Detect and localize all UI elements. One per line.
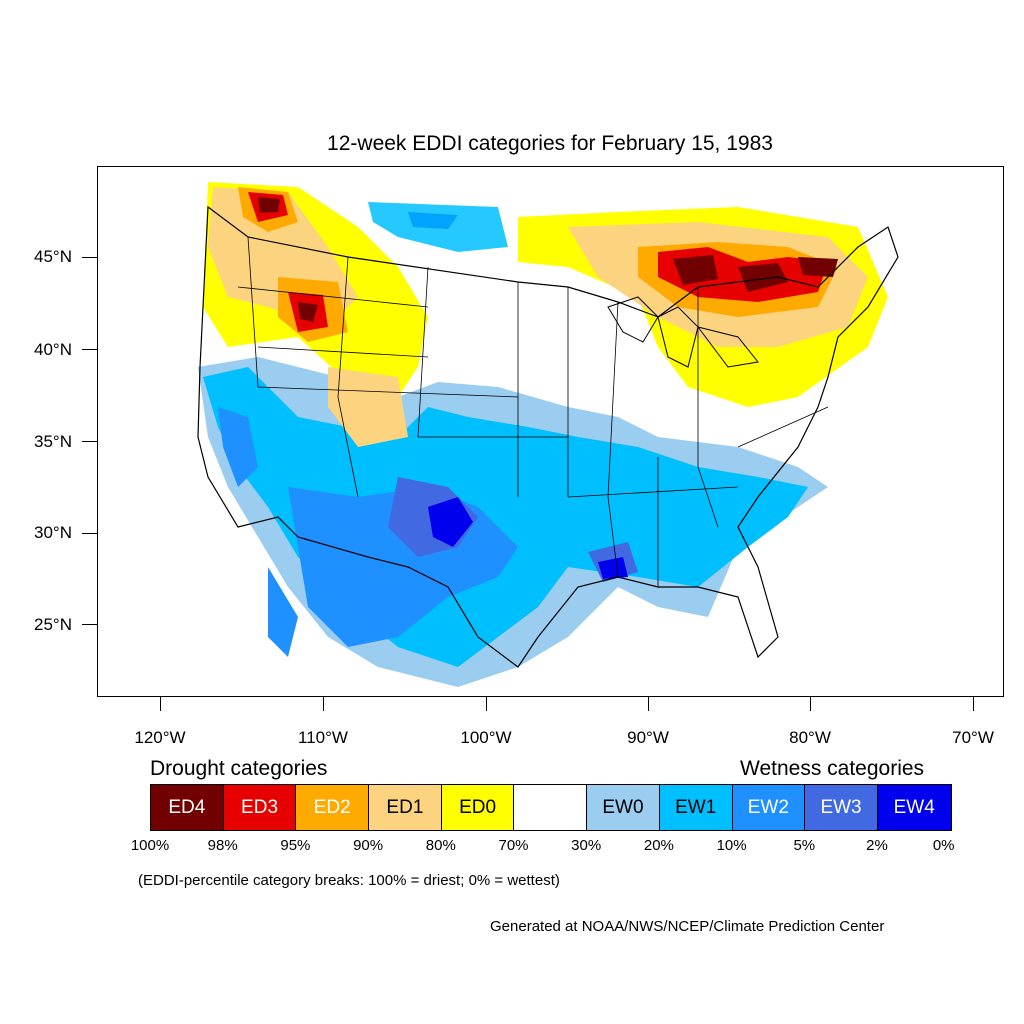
wetness-heading: Wetness categories [740,757,925,780]
lat-label: 45°N [34,247,72,266]
legend-break-label: 70% [498,837,529,854]
legend-break-label: 95% [280,837,311,854]
legend-swatch-ew4: EW4 [877,785,951,830]
lon-tick [323,697,324,711]
lon-tick [648,697,649,711]
lon-label: 90°W [627,728,669,747]
boundary-layer [197,205,899,668]
legend-swatch-neutral [514,785,588,830]
lon-label: 110°W [298,728,348,747]
legend-swatch-ew1: EW1 [659,785,733,830]
dry-ed4-region [298,302,318,322]
legend-break-label: 90% [353,837,384,854]
lat-tick [82,533,97,534]
wet-ew4-region [428,497,473,547]
legend-break-label: 98% [207,837,238,854]
legend-break-label: 0% [932,837,955,854]
wet-ew2-region [218,407,258,487]
map-title: 12-week EDDI categories for February 15,… [327,132,773,155]
lon-label: 70°W [952,728,994,747]
legend-swatch-ed2: ED2 [296,785,370,830]
lat-label: 30°N [34,523,72,542]
us-border [197,205,899,668]
category-legend: ED4 ED3 ED2 ED1 ED0 EW0 EW1 EW2 EW3 EW4 [150,784,952,831]
legend-break-label: 20% [643,837,674,854]
category-note: (EDDI-percentile category breaks: 100% =… [138,872,560,889]
lat-tick [82,624,97,625]
dry-ed4-region [673,255,718,285]
legend-break-label: 2% [866,837,888,854]
dry-ed4-region [798,257,838,277]
wet-ew1-region [368,202,508,252]
lat-tick [82,349,97,350]
dry-ed1-region [328,367,408,447]
eddi-map [197,182,899,687]
legend-break-label: 80% [425,837,456,854]
dry-ed4-region [258,197,280,213]
lat-tick [82,257,97,258]
lat-tick [82,441,97,442]
wet-ew2-region [268,567,298,657]
legend-swatch-ed1: ED1 [369,785,442,830]
legend-break-label: 30% [571,837,602,854]
credit-line: Generated at NOAA/NWS/NCEP/Climate Predi… [490,918,885,935]
legend-swatch-ed0: ED0 [441,785,515,830]
lat-label: 35°N [34,432,72,451]
legend-break-label: 10% [716,837,747,854]
lon-label: 100°W [460,728,512,747]
legend-break-label: 100% [130,837,170,854]
map-panel [97,166,1004,697]
legend-swatch-ew0: EW0 [587,785,660,830]
state-lines [237,236,829,587]
lon-label: 80°W [789,728,831,747]
wet-ew4-region [598,557,628,579]
lat-label: 25°N [34,615,72,634]
dry-ed4-region [738,263,788,292]
legend-swatch-ew3: EW3 [805,785,878,830]
lon-label: 120°W [134,728,186,747]
lon-tick [160,697,161,711]
lon-tick [810,697,811,711]
legend-swatch-ew2: EW2 [732,785,806,830]
drought-heading: Drought categories [150,757,328,780]
lon-tick [486,697,487,711]
lon-tick [973,697,974,711]
legend-swatch-ed3: ED3 [223,785,297,830]
lat-label: 40°N [34,340,72,359]
great-lakes [607,296,759,368]
legend-swatch-ed4: ED4 [151,785,224,830]
legend-break-label: 5% [793,837,816,854]
